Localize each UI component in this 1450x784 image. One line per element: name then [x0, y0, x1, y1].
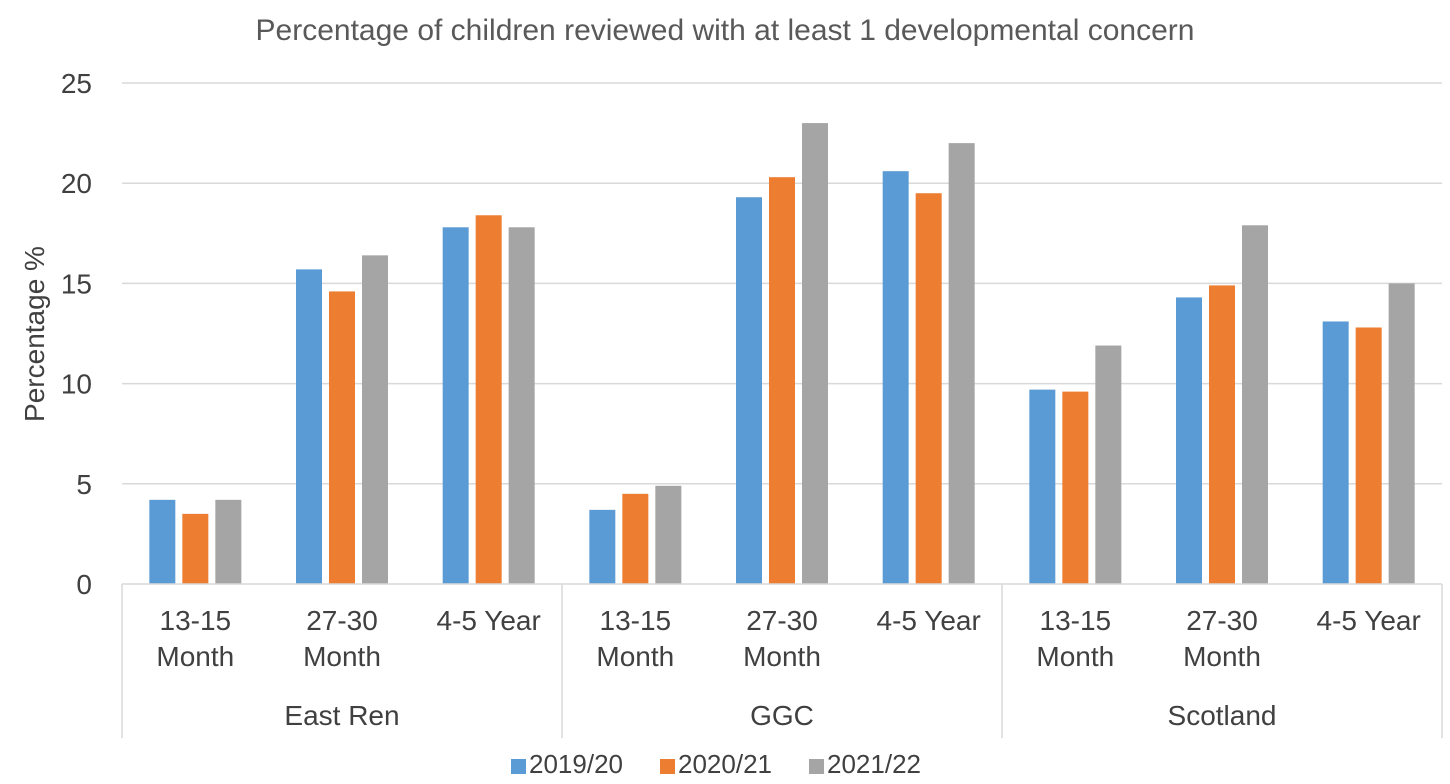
- bar-2021-22: [655, 485, 682, 584]
- bar-2019-20: [882, 171, 909, 584]
- chart-title: Percentage of children reviewed with at …: [256, 14, 1195, 47]
- bar-2019-20: [296, 269, 322, 584]
- legend-swatch: [660, 759, 675, 774]
- bar-2021-22: [215, 499, 242, 584]
- category-label: 27-30: [1186, 605, 1258, 636]
- bar-2019-20: [1322, 321, 1349, 584]
- bar-2021-22: [362, 255, 388, 584]
- bar-2020-21: [1209, 285, 1235, 584]
- bar-2021-22: [508, 227, 535, 584]
- bar-2019-20: [149, 499, 176, 584]
- y-tick-label: 10: [61, 369, 92, 400]
- bar-2021-22: [1242, 225, 1268, 584]
- bar-2019-20: [442, 227, 469, 584]
- group-label: East Ren: [284, 700, 399, 731]
- y-tick-label: 15: [61, 268, 92, 299]
- bar-2021-22: [802, 123, 828, 584]
- legend-label: 2020/21: [678, 749, 772, 779]
- category-label: 27-30: [746, 605, 818, 636]
- bar-2019-20: [1029, 389, 1056, 584]
- group-label: GGC: [750, 700, 814, 731]
- y-axis-title: Percentage %: [19, 246, 50, 422]
- y-tick-label: 5: [76, 469, 92, 500]
- bar-2021-22: [948, 143, 975, 584]
- legend-swatch: [511, 759, 526, 774]
- category-label: Month: [303, 641, 381, 672]
- y-axis-ticks: 0 5 10 15 20 25: [61, 68, 92, 600]
- bar-2021-22: [1095, 345, 1122, 584]
- legend-label: 2019/20: [529, 749, 623, 779]
- bar-2020-21: [622, 493, 649, 584]
- legend-label: 2021/22: [827, 749, 921, 779]
- category-label: Month: [1183, 641, 1261, 672]
- y-tick-label: 0: [76, 569, 92, 600]
- y-tick-label: 20: [61, 168, 92, 199]
- category-label: 13-15: [600, 605, 672, 636]
- group-label: Scotland: [1168, 700, 1277, 731]
- category-label: 13-15: [1040, 605, 1112, 636]
- category-label: 13-15: [160, 605, 232, 636]
- category-label: Month: [596, 641, 674, 672]
- category-label: 4-5 Year: [1317, 605, 1421, 636]
- bar-2021-22: [1388, 283, 1415, 584]
- category-label: Month: [156, 641, 234, 672]
- bar-2020-21: [329, 291, 355, 584]
- bar-2020-21: [1062, 391, 1089, 584]
- category-label: 4-5 Year: [877, 605, 981, 636]
- bar-2019-20: [589, 509, 616, 584]
- legend: 2019/20 2020/21 2021/22: [511, 749, 921, 779]
- bar-2020-21: [475, 215, 502, 584]
- legend-swatch: [809, 759, 824, 774]
- bar-2020-21: [915, 193, 942, 584]
- category-label: 27-30: [306, 605, 378, 636]
- y-tick-label: 25: [61, 68, 92, 99]
- bar-2019-20: [1176, 297, 1202, 584]
- category-label: 4-5 Year: [437, 605, 541, 636]
- bar-2020-21: [1355, 327, 1382, 584]
- bar-2019-20: [736, 197, 762, 584]
- bar-2020-21: [182, 513, 209, 584]
- bars: [149, 123, 1415, 585]
- category-label: Month: [743, 641, 821, 672]
- category-label: Month: [1036, 641, 1114, 672]
- bar-2020-21: [769, 177, 795, 585]
- x-axis: 13-15 Month 27-30 Month 4-5 Year East Ren 13-1…: [121, 583, 1443, 738]
